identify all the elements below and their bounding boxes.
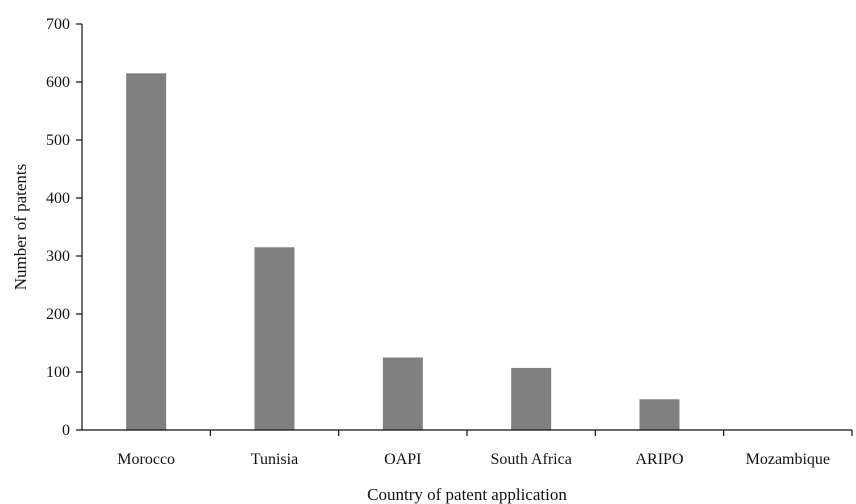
y-tick-label: 500 [46,132,70,149]
x-tick-label: South Africa [491,451,572,468]
x-axis-title: Country of patent application [367,485,567,504]
y-tick-label: 0 [62,422,70,439]
bars [126,73,680,431]
x-tick-label: Tunisia [251,451,298,468]
bar-aripo [639,399,680,430]
y-tick-label: 700 [46,16,70,33]
bar-morocco [126,73,167,431]
bar-tunisia [254,247,295,430]
y-axis-title: Number of patents [11,164,30,291]
bar-south-africa [511,367,552,430]
x-tick-label: ARIPO [635,451,683,468]
y-tick-label: 400 [46,190,70,207]
y-tick-label: 600 [46,74,70,91]
x-tick-label: Mozambique [746,451,830,468]
y-tick-label: 200 [46,306,70,323]
y-axis-ticks: 0 100 200 300 400 500 600 700 [46,16,82,439]
x-axis-ticks: Morocco Tunisia OAPI South Africa ARIPO Mozam… [117,430,853,468]
x-tick-label: OAPI [384,451,421,468]
bar-oapi [382,357,423,430]
x-tick-label: Morocco [117,451,175,468]
y-tick-label: 300 [46,248,70,265]
y-tick-label: 100 [46,364,70,381]
